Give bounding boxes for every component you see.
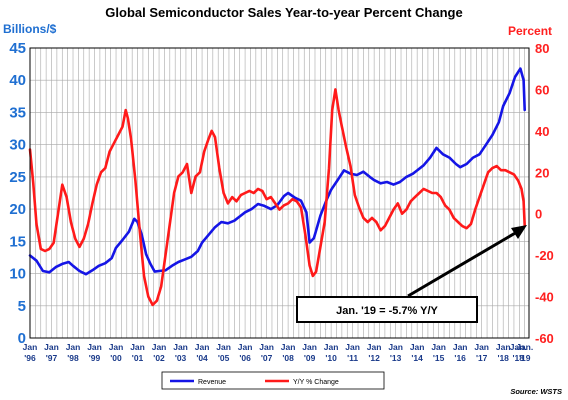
left-tick-label: 30 [9, 137, 26, 154]
left-tick-label: 10 [9, 266, 26, 283]
x-tick-month: Jan [453, 342, 468, 352]
x-tick-year: '13 [390, 353, 402, 363]
x-tick-month: Jan [496, 342, 511, 352]
x-tick-year: '07 [261, 353, 273, 363]
right-axis-ticks: 80 60 40 20 0 -20 -40 -60 [535, 41, 554, 346]
x-tick-year: '98 [67, 353, 79, 363]
right-tick-label: 40 [535, 124, 549, 139]
x-tick-month: Jan [23, 342, 38, 352]
x-tick-month: Jan [173, 342, 188, 352]
x-tick-year: '02 [153, 353, 165, 363]
left-tick-label: 5 [18, 298, 26, 315]
right-axis-label: Percent [508, 24, 552, 38]
left-axis-label: Billions/$ [3, 22, 57, 36]
chart-title: Global Semiconductor Sales Year-to-year … [105, 5, 462, 20]
x-tick-month: Jan [238, 342, 253, 352]
plot-frame [29, 47, 530, 339]
right-tick-label: 20 [535, 165, 549, 180]
left-tick-label: 0 [18, 330, 26, 347]
x-tick-month: Jan [259, 342, 274, 352]
legend: Revenue Y/Y % Change [161, 371, 385, 390]
x-tick-month: Jan [324, 342, 339, 352]
x-tick-year: '14 [411, 353, 423, 363]
x-tick-month: Jan [109, 342, 124, 352]
legend-label-revenue: Revenue [198, 379, 226, 386]
x-tick-year: '00 [110, 353, 122, 363]
x-tick-month: Jan [302, 342, 317, 352]
x-axis-ticks: Jan'96Jan'97Jan'98Jan'99Jan'00Jan'01Jan'… [23, 342, 534, 363]
x-tick-year: '09 [304, 353, 316, 363]
annotation: Jan. '19 = -5.7% Y/Y [296, 225, 527, 323]
right-tick-label: -20 [535, 248, 554, 263]
x-tick-year: '17 [476, 353, 488, 363]
left-tick-label: 25 [9, 169, 26, 186]
x-tick-month: Jan [431, 342, 446, 352]
x-tick-year: '06 [239, 353, 251, 363]
x-tick-month: Jan [410, 342, 425, 352]
x-tick-month: Jan [474, 342, 489, 352]
x-tick-year: '18 [513, 353, 525, 363]
x-tick-year: '08 [282, 353, 294, 363]
left-tick-label: 45 [9, 40, 26, 57]
left-tick-label: 40 [9, 72, 26, 89]
x-tick-year: '96 [24, 353, 36, 363]
x-tick-month: Jan [216, 342, 231, 352]
right-tick-label: 0 [535, 207, 542, 222]
x-tick-year: '03 [175, 353, 187, 363]
x-tick-month: Jan [44, 342, 59, 352]
x-tick-month: Jan [66, 342, 81, 352]
series-lines [28, 67, 526, 307]
x-tick-month: Jan [388, 342, 403, 352]
right-tick-label: -60 [535, 331, 554, 346]
annotation-box [296, 296, 478, 323]
x-tick-year: '12 [368, 353, 380, 363]
right-tick-label: -40 [535, 290, 554, 305]
x-tick-month: Jan [367, 342, 382, 352]
x-tick-year: '01 [132, 353, 144, 363]
x-tick-month: Jan [345, 342, 360, 352]
x-tick-year: '05 [218, 353, 230, 363]
x-tick-month: Jan. [516, 342, 533, 352]
x-tick-year: '15 [433, 353, 445, 363]
x-tick-month: Jan [152, 342, 167, 352]
series-line-yoy-change [28, 88, 526, 307]
x-tick-month: Jan [195, 342, 210, 352]
x-tick-month: Jan [87, 342, 102, 352]
x-tick-month: Jan. [510, 342, 527, 352]
x-tick-year: '99 [89, 353, 101, 363]
annotation-arrow-shaft [407, 230, 518, 298]
annotation-arrow-head [511, 225, 527, 239]
annotation-text: Jan. '19 = -5.7% Y/Y [336, 305, 438, 317]
x-tick-year: '97 [46, 353, 58, 363]
x-tick-year: '10 [325, 353, 337, 363]
left-tick-label: 20 [9, 201, 26, 218]
x-tick-month: Jan [281, 342, 296, 352]
x-tick-year: '18 [497, 353, 509, 363]
x-tick-year: '11 [347, 353, 358, 363]
right-tick-label: 80 [535, 41, 549, 56]
x-tick-year: '16 [454, 353, 466, 363]
left-tick-label: 15 [9, 233, 26, 250]
left-axis-ticks: 45 40 35 30 25 20 15 10 5 0 [9, 40, 26, 347]
x-tick-month: Jan [130, 342, 145, 352]
left-tick-label: 35 [9, 104, 26, 121]
series-line-revenue [28, 67, 526, 276]
x-tick-year: '04 [196, 353, 208, 363]
right-tick-label: 60 [535, 82, 549, 97]
source-note: Source: WSTS [510, 387, 562, 396]
legend-label-yoy: Y/Y % Change [293, 379, 339, 386]
x-tick-year: '19 [519, 353, 531, 363]
